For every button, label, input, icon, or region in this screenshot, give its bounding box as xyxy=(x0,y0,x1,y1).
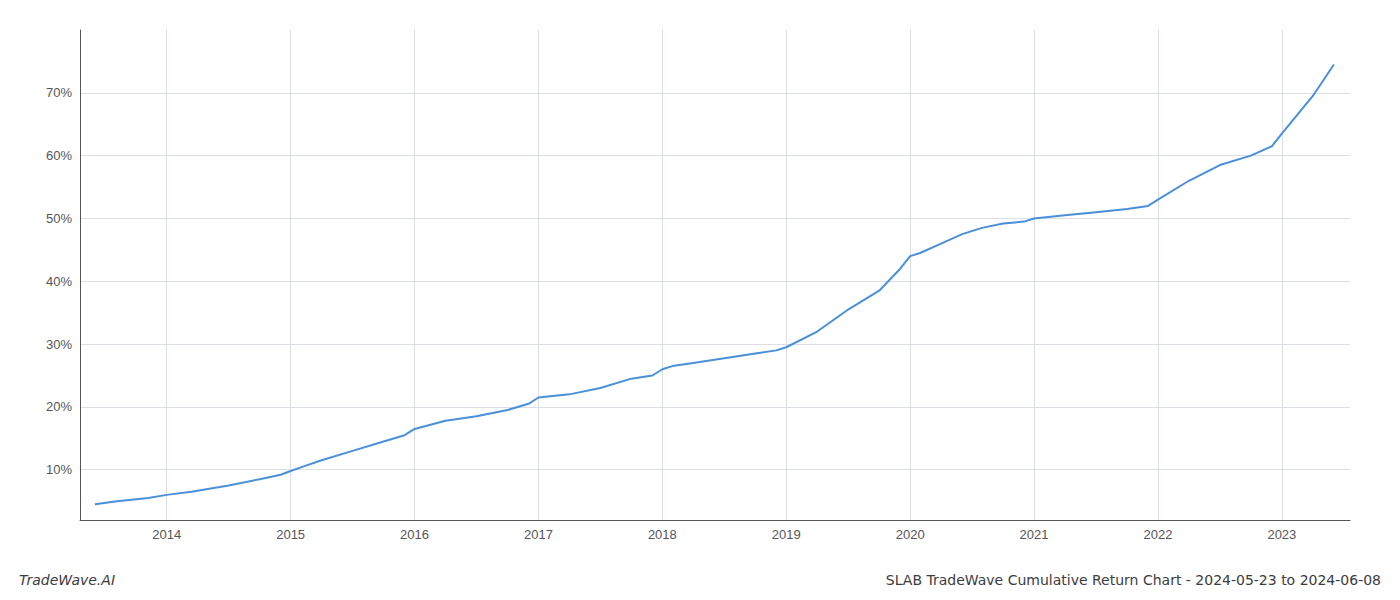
svg-text:TradeWave.AI: TradeWave.AI xyxy=(19,572,115,588)
svg-text:40%: 40% xyxy=(46,274,72,289)
svg-text:2018: 2018 xyxy=(648,527,677,542)
svg-text:2021: 2021 xyxy=(1020,527,1049,542)
svg-text:70%: 70% xyxy=(46,85,72,100)
svg-text:2020: 2020 xyxy=(896,527,925,542)
svg-text:2023: 2023 xyxy=(1267,527,1296,542)
svg-text:10%: 10% xyxy=(46,462,72,477)
svg-text:20%: 20% xyxy=(46,399,72,414)
svg-text:2015: 2015 xyxy=(276,527,305,542)
svg-text:2016: 2016 xyxy=(400,527,429,542)
svg-text:30%: 30% xyxy=(46,337,72,352)
svg-text:60%: 60% xyxy=(46,148,72,163)
svg-text:2019: 2019 xyxy=(772,527,801,542)
svg-text:2022: 2022 xyxy=(1143,527,1172,542)
svg-text:SLAB TradeWave Cumulative Retu: SLAB TradeWave Cumulative Return Chart -… xyxy=(886,572,1381,588)
svg-text:2017: 2017 xyxy=(524,527,553,542)
svg-text:50%: 50% xyxy=(46,211,72,226)
svg-text:2014: 2014 xyxy=(152,527,181,542)
